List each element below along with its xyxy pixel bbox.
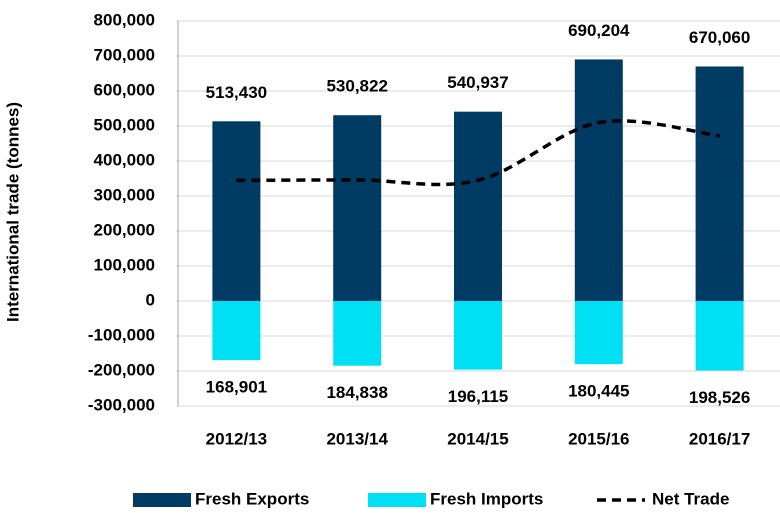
legend-label: Fresh Exports [195,489,309,508]
y-axis-label: International trade (tonnes) [3,102,22,322]
y-tick-label: -200,000 [88,360,155,379]
bar [454,301,502,370]
y-tick-label: 100,000 [94,255,155,274]
bar [695,66,744,301]
data-label: 180,445 [568,382,629,401]
y-tick-label: 200,000 [94,220,155,239]
data-label: 168,901 [206,378,267,397]
x-tick-label: 2013/14 [326,429,388,448]
x-tick-label: 2014/15 [447,429,508,448]
bar [212,301,261,361]
data-label: 198,526 [689,388,750,407]
bar [574,301,623,365]
x-tick-label: 2015/16 [568,429,629,448]
bar [574,59,623,301]
y-tick-label: -100,000 [88,325,155,344]
legend-swatch [133,493,191,507]
bar [333,301,382,366]
y-tick-label: 700,000 [94,45,155,64]
data-label: 690,204 [568,21,630,40]
y-tick-label: -300,000 [88,395,155,414]
data-label: 670,060 [689,28,750,47]
y-tick-label: 600,000 [94,80,155,99]
y-tick-label: 300,000 [94,185,155,204]
bar [212,121,261,301]
x-tick-label: 2016/17 [689,429,750,448]
y-tick-label: 0 [146,290,155,309]
data-label: 196,115 [448,387,509,406]
data-label: 513,430 [206,83,267,102]
net-trade-line [236,119,720,187]
bar [454,111,502,301]
data-label: 540,937 [447,73,508,92]
legend-swatch [368,493,426,507]
y-tick-label: 400,000 [94,150,155,169]
legend-label: Net Trade [652,489,729,508]
data-label: 184,838 [326,383,387,402]
y-tick-label: 500,000 [94,115,155,134]
legend-label: Fresh Imports [430,489,543,508]
bar [695,301,744,371]
x-tick-label: 2012/13 [206,429,267,448]
bar [333,115,382,301]
data-label: 530,822 [326,77,387,96]
y-tick-label: 800,000 [94,10,155,29]
